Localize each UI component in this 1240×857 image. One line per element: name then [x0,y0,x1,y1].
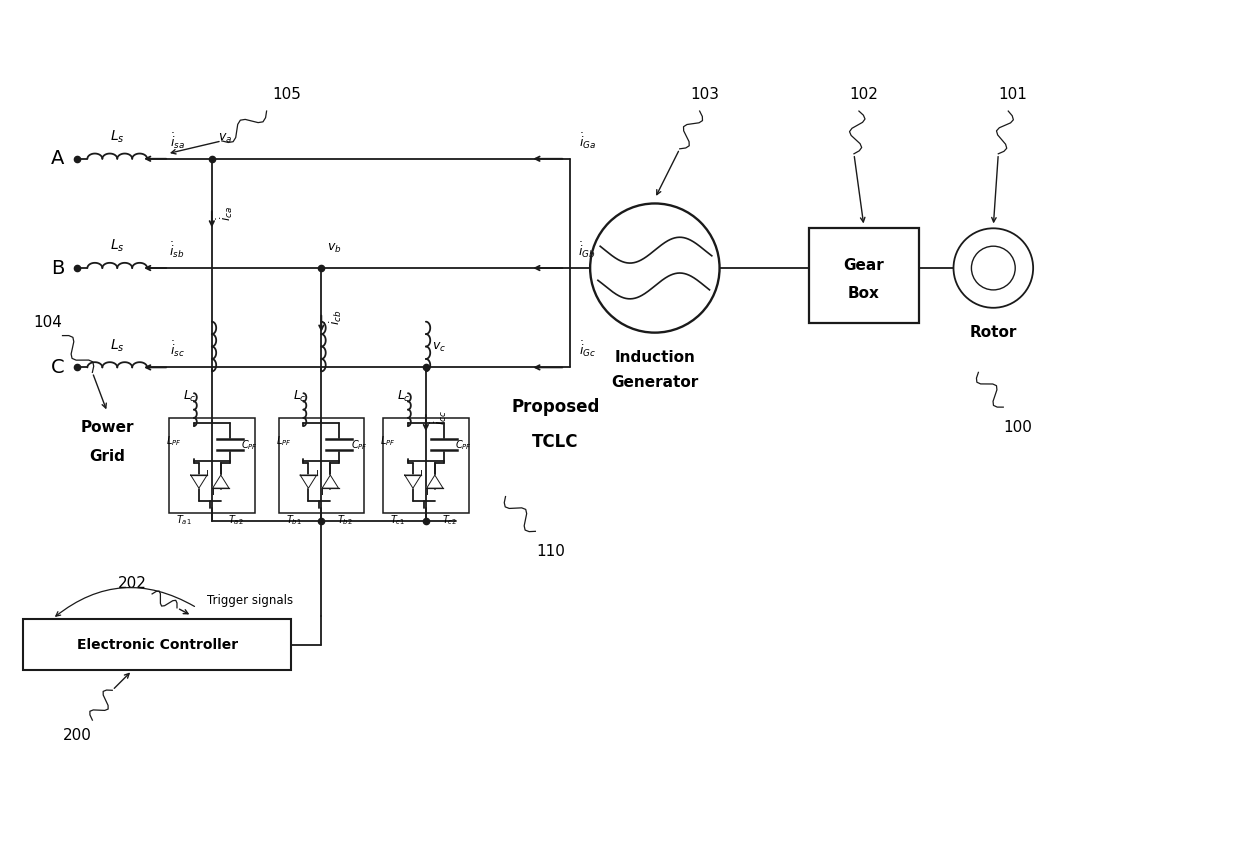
Text: $\dot{i}_{sa}$: $\dot{i}_{sa}$ [170,131,185,151]
Text: $\dot{i}_{cb}$: $\dot{i}_{cb}$ [325,310,345,326]
Text: $T_{c1}$: $T_{c1}$ [391,513,405,527]
Polygon shape [212,475,229,488]
Text: $L_s$: $L_s$ [110,338,124,354]
Text: $v_b$: $v_b$ [327,242,341,255]
Text: $L_{PF}$: $L_{PF}$ [275,434,291,448]
Text: 202: 202 [118,577,146,591]
Text: TCLC: TCLC [532,433,579,451]
Bar [22,619,291,670]
Text: 100: 100 [1003,420,1033,434]
Bar [810,228,919,323]
Text: 103: 103 [691,87,719,102]
Text: $\dot{i}_{cc}$: $\dot{i}_{cc}$ [429,410,449,424]
Text: $L_s$: $L_s$ [110,238,124,255]
Text: 104: 104 [33,315,62,330]
Text: $\dot{i}_{Gc}$: $\dot{i}_{Gc}$ [579,339,595,359]
Text: $C_{PF}$: $C_{PF}$ [455,438,472,452]
Polygon shape [322,475,339,488]
Text: $v_c$: $v_c$ [432,341,446,354]
Text: B: B [51,259,64,278]
Text: Power: Power [81,420,134,434]
Text: Trigger signals: Trigger signals [207,595,293,608]
Text: 102: 102 [849,87,878,102]
Bar [279,418,365,513]
Text: Generator: Generator [611,375,698,390]
Text: $L_c$: $L_c$ [293,389,306,404]
Text: Electronic Controller: Electronic Controller [77,638,238,651]
Text: $L_{PF}$: $L_{PF}$ [166,434,182,448]
Polygon shape [300,475,316,488]
Text: $\dot{i}_{Ga}$: $\dot{i}_{Ga}$ [579,131,595,151]
Text: $T_{c2}$: $T_{c2}$ [443,513,458,527]
Text: Rotor: Rotor [970,325,1017,340]
Text: $T_{b1}$: $T_{b1}$ [285,513,301,527]
Text: 110: 110 [536,543,564,559]
Text: $T_{b2}$: $T_{b2}$ [337,513,353,527]
Text: $\dot{i}_{sc}$: $\dot{i}_{sc}$ [170,339,185,359]
Text: $\dot{i}_{sb}$: $\dot{i}_{sb}$ [170,240,185,260]
Polygon shape [427,475,443,488]
Text: $L_s$: $L_s$ [110,129,124,145]
Text: $\dot{i}_{ca}$: $\dot{i}_{ca}$ [215,206,234,221]
Text: Box: Box [848,286,880,301]
Text: $L_c$: $L_c$ [184,389,197,404]
Text: $T_{a2}$: $T_{a2}$ [228,513,243,527]
Text: $L_{PF}$: $L_{PF}$ [381,434,396,448]
Text: C: C [51,358,64,377]
Text: A: A [51,149,64,168]
Bar [383,418,469,513]
Text: $C_{PF}$: $C_{PF}$ [351,438,367,452]
Text: Gear: Gear [843,258,884,273]
Polygon shape [404,475,422,488]
Text: Induction: Induction [614,350,696,365]
Text: $v_a$: $v_a$ [218,132,232,146]
Text: Proposed: Proposed [511,399,599,417]
Text: $\dot{i}_{Gb}$: $\dot{i}_{Gb}$ [578,240,596,260]
Text: 105: 105 [272,87,301,102]
Bar [169,418,254,513]
Text: 101: 101 [998,87,1028,102]
Text: $T_{a1}$: $T_{a1}$ [176,513,192,527]
Polygon shape [191,475,207,488]
Text: 200: 200 [63,728,92,742]
Text: $C_{PF}$: $C_{PF}$ [242,438,258,452]
Text: Grid: Grid [89,449,125,464]
Text: $L_c$: $L_c$ [397,389,410,404]
